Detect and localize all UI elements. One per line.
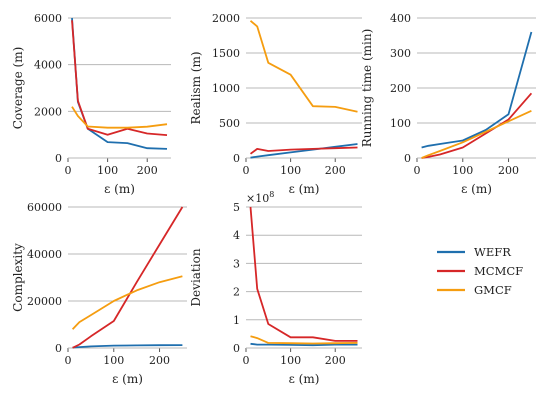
- y-tick-label: 2: [233, 286, 240, 299]
- x-axis-label: ε (m): [461, 182, 492, 196]
- y-tick-label: 40000: [27, 248, 62, 261]
- x-tick-label: 100: [280, 354, 301, 367]
- x-axis-label: ε (m): [104, 182, 135, 196]
- y-tick-label: 4000: [34, 59, 62, 72]
- y-axis-label: Complexity: [11, 243, 25, 312]
- x-tick-label: 200: [149, 354, 170, 367]
- y-tick-label: 3: [233, 257, 240, 270]
- y-tick-label: 300: [390, 47, 411, 60]
- y-axis-label: Realism (m): [189, 51, 203, 124]
- series-line-gmcf: [71, 106, 168, 129]
- x-tick-label: 0: [65, 354, 72, 367]
- axis-multiplier: ×108: [246, 190, 274, 205]
- series-line-gmcf: [250, 335, 358, 345]
- x-tick-label: 100: [452, 164, 473, 177]
- chart-panel-4: 0 20000 40000 60000 0 100 200 ε (m) Complexity: [11, 201, 187, 386]
- x-tick-label: 200: [498, 164, 519, 177]
- series-line-wefr: [421, 31, 533, 149]
- y-tick-label: 0: [233, 342, 240, 355]
- series-line-gmcf: [71, 275, 183, 330]
- x-tick-label: 100: [97, 164, 118, 177]
- x-axis-label: ε (m): [112, 372, 143, 386]
- x-tick-label: 200: [325, 354, 346, 367]
- legend: WEFR MCMCF GMCF: [437, 245, 523, 297]
- series-line-mcmcf: [249, 146, 358, 155]
- chart-panel-2: 0 500 1000 1500 2000 0 100 200 ε (m) Realism (m): [189, 12, 362, 196]
- y-tick-label: 200: [390, 82, 411, 95]
- y-tick-label: 0: [404, 152, 411, 165]
- x-tick-label: 200: [325, 164, 346, 177]
- x-tick-label: 200: [137, 164, 158, 177]
- y-tick-label: 60000: [27, 201, 62, 214]
- y-tick-label: 1500: [212, 47, 240, 60]
- axis-multiplier-exponent: 8: [269, 190, 274, 199]
- series-line-gmcf: [421, 109, 532, 159]
- x-axis-label: ε (m): [289, 182, 320, 196]
- y-axis-label: Coverage (m): [11, 47, 25, 130]
- y-tick-label: 20000: [27, 295, 62, 308]
- y-tick-label: 1000: [212, 82, 240, 95]
- x-tick-label: 100: [103, 354, 124, 367]
- x-tick-label: 0: [243, 164, 250, 177]
- y-tick-label: 2000: [34, 105, 62, 118]
- y-tick-label: 1: [233, 314, 240, 327]
- y-axis-label: Running time (min): [360, 29, 374, 148]
- y-axis-label: Deviation: [189, 248, 203, 306]
- x-tick-label: 0: [243, 354, 250, 367]
- series-line-wefr: [250, 143, 358, 159]
- series-line-mcmcf: [249, 206, 358, 342]
- y-tick-label: 0: [233, 152, 240, 165]
- y-tick-label: 4: [233, 229, 240, 242]
- y-tick-label: 0: [55, 152, 62, 165]
- y-tick-label: 500: [219, 117, 240, 130]
- series-line-wefr: [71, 17, 168, 150]
- legend-label-gmcf: GMCF: [474, 283, 512, 297]
- series-line-mcmcf: [72, 206, 184, 349]
- x-tick-label: 0: [65, 164, 72, 177]
- legend-label-mcmcf: MCMCF: [474, 264, 523, 278]
- y-tick-label: 2000: [212, 12, 240, 25]
- x-tick-label: 100: [280, 164, 301, 177]
- series-line-mcmcf: [71, 20, 168, 136]
- y-tick-label: 6000: [34, 12, 62, 25]
- legend-label-wefr: WEFR: [474, 245, 511, 259]
- y-tick-label: 400: [390, 12, 411, 25]
- x-tick-label: 0: [414, 164, 421, 177]
- axis-multiplier-base: ×10: [246, 192, 269, 205]
- series-line-mcmcf: [421, 92, 533, 159]
- y-tick-label: 0: [55, 342, 62, 355]
- y-tick-label: 5: [233, 201, 240, 214]
- series-line-wefr: [250, 342, 358, 347]
- series-line-wefr: [72, 344, 183, 349]
- x-axis-label: ε (m): [289, 372, 320, 386]
- series-line-gmcf: [249, 20, 358, 113]
- chart-panel-3: 0 100 200 300 400 0 100 200 ε (m) Running time (m…: [360, 12, 536, 196]
- y-tick-label: 100: [390, 117, 411, 130]
- chart-panel-5: 0 1 2 3 4 5 0 100 200 ε (m) Deviation ×108: [189, 190, 362, 386]
